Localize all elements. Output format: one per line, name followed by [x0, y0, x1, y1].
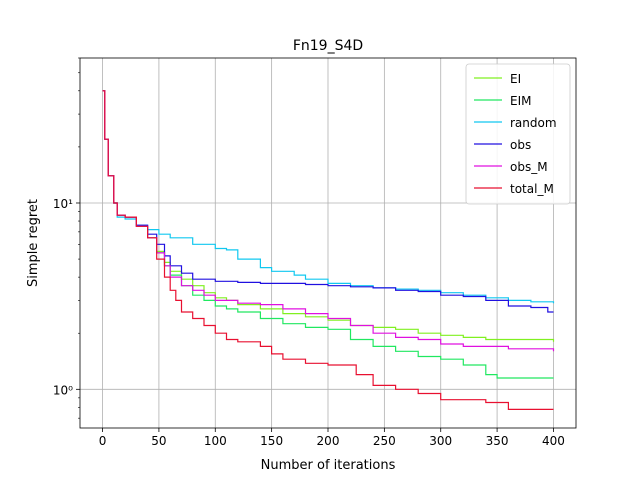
x-tick-label: 350 [486, 434, 509, 448]
x-axis-ticks: 0 50 100 150 200 250 300 350 400 [99, 428, 565, 448]
x-tick-label: 250 [373, 434, 396, 448]
x-axis-label: Number of iterations [261, 458, 396, 473]
series-line-total-m [102, 90, 554, 410]
y-axis-ticks: 10⁰ 10¹ [53, 197, 80, 397]
legend-label: EI [510, 72, 521, 86]
legend-label: obs [510, 138, 531, 152]
y-axis-label: Simple regret [26, 199, 41, 287]
y-tick-label: 10¹ [53, 197, 73, 211]
chart-title: Fn19_S4D [293, 38, 363, 54]
x-tick-label: 150 [260, 434, 283, 448]
legend-box [465, 63, 571, 205]
x-tick-label: 400 [542, 434, 565, 448]
x-tick-label: 300 [429, 434, 452, 448]
legend-label: EIM [510, 94, 531, 108]
y-tick-label: 10⁰ [53, 383, 73, 397]
x-tick-label: 0 [99, 434, 107, 448]
series-line-random [102, 90, 555, 304]
series-lines [102, 90, 555, 410]
x-tick-label: 200 [317, 434, 340, 448]
legend-label: total_M [510, 182, 554, 196]
legend-label: obs_M [510, 160, 548, 174]
legend-label: random [510, 116, 557, 130]
legend: EI EIM random obs obs_M total_M [465, 63, 571, 205]
x-tick-label: 100 [204, 434, 227, 448]
grid-lines [80, 58, 576, 428]
x-tick-label: 50 [151, 434, 166, 448]
